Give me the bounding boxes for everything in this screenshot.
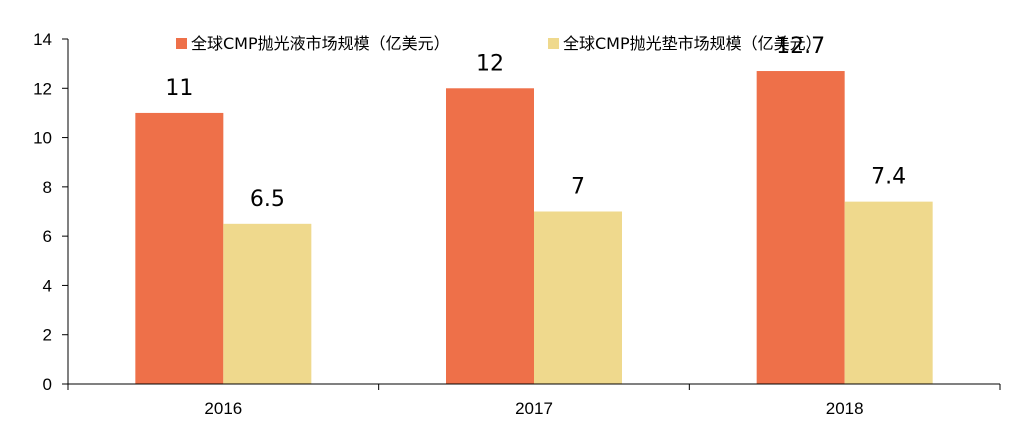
legend-swatch-series-1 xyxy=(176,38,187,49)
y-tick-label-14: 14 xyxy=(33,30,52,49)
bar-series-1-2018 xyxy=(756,71,845,385)
bars-layer xyxy=(135,71,933,385)
x-tick-label-2016: 2016 xyxy=(204,399,242,418)
legend-swatch-series-2 xyxy=(548,38,559,49)
legend: 全球CMP抛光液市场规模（亿美元） 全球CMP抛光垫市场规模（亿美元） xyxy=(176,34,822,53)
x-tick-label-2018: 2018 xyxy=(826,399,864,418)
legend-label-series-1: 全球CMP抛光液市场规模（亿美元） xyxy=(191,34,450,53)
y-tick-label-12: 12 xyxy=(33,79,52,98)
bar-series-1-2016 xyxy=(135,112,224,384)
data-label-series-1-2018: 12.7 xyxy=(776,34,825,59)
y-axis-ticks: 0 2 4 6 8 10 12 14 xyxy=(33,30,68,394)
y-tick-label-10: 10 xyxy=(33,129,52,148)
bar-series-2-2018 xyxy=(844,201,933,384)
y-tick-label-6: 6 xyxy=(43,227,52,246)
y-tick-label-8: 8 xyxy=(43,178,52,197)
data-label-series-1-2016: 11 xyxy=(165,76,193,101)
y-tick-label-2: 2 xyxy=(43,326,52,345)
x-tick-label-2017: 2017 xyxy=(515,399,553,418)
data-label-series-2-2016: 6.5 xyxy=(250,187,285,212)
y-tick-label-0: 0 xyxy=(43,375,52,394)
bar-series-1-2017 xyxy=(446,88,534,385)
x-axis-ticks: 2016 2017 2018 xyxy=(67,384,1001,418)
axes-layer xyxy=(67,39,1000,385)
bar-series-2-2016 xyxy=(223,223,312,384)
y-tick-label-4: 4 xyxy=(43,276,52,295)
bar-series-2-2017 xyxy=(534,211,622,384)
data-label-series-2-2018: 7.4 xyxy=(871,165,906,190)
data-label-series-1-2017: 12 xyxy=(476,51,504,76)
data-labels-layer: 11 6.5 12 7 12.7 7.4 xyxy=(165,34,906,212)
data-label-series-2-2017: 7 xyxy=(571,175,585,200)
legend-label-series-2: 全球CMP抛光垫市场规模（亿美元） xyxy=(563,34,822,53)
